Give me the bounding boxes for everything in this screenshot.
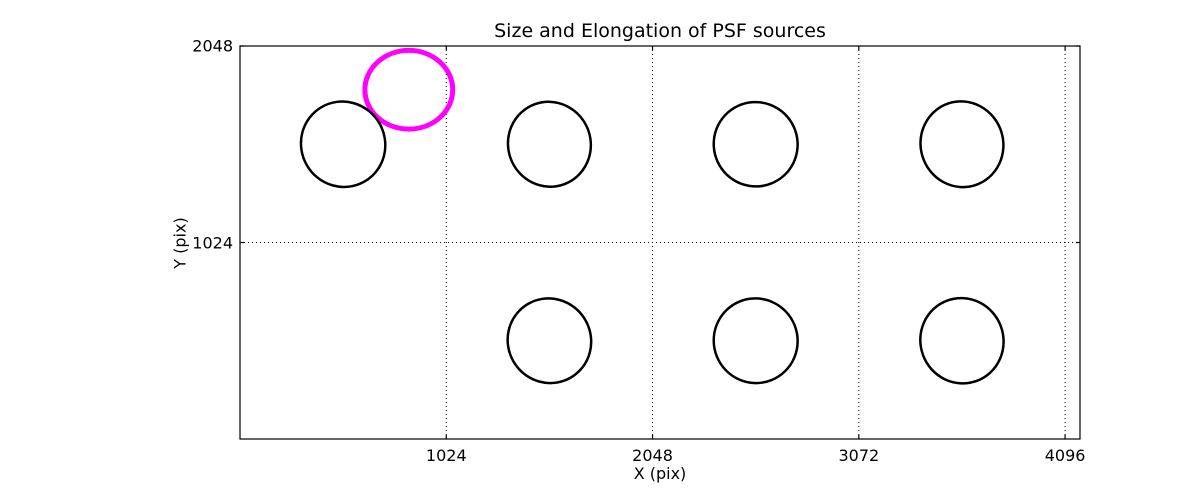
psf-ellipse bbox=[712, 100, 799, 188]
psf-ellipse bbox=[506, 297, 593, 385]
psf-ellipse bbox=[299, 100, 387, 189]
psf-ellipse bbox=[919, 296, 1005, 385]
psf-ellipse-flagged bbox=[362, 47, 456, 132]
chart-title: Size and Elongation of PSF sources bbox=[494, 20, 826, 42]
psf-ellipse bbox=[712, 297, 799, 385]
y-tick-label-1024: 1024 bbox=[192, 233, 233, 252]
psf-ellipse bbox=[919, 100, 1005, 189]
x-tick-label-2048: 2048 bbox=[632, 446, 673, 465]
psf-ellipse bbox=[506, 100, 593, 188]
x-tick-label-1024: 1024 bbox=[425, 446, 467, 465]
x-tick-label-3072: 3072 bbox=[838, 446, 880, 465]
y-tick-label-2048: 2048 bbox=[192, 36, 233, 56]
x-tick-label-4096: 4096 bbox=[1044, 446, 1086, 465]
x-axis-label: X (pix) bbox=[633, 464, 687, 483]
